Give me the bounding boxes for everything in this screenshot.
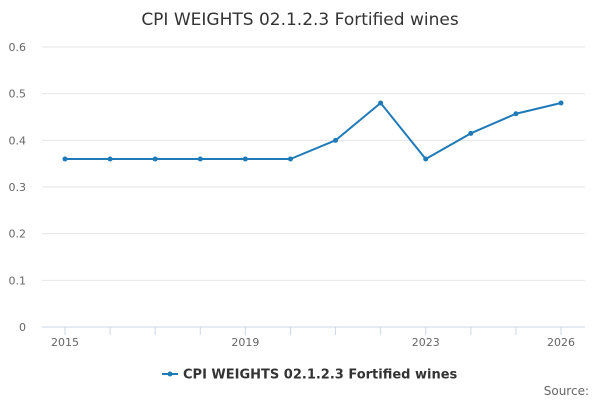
grid-lines — [42, 46, 585, 281]
y-tick-label: 0 — [19, 321, 26, 334]
x-tick-label: 2019 — [231, 336, 259, 349]
series-line — [64, 102, 562, 160]
data-point[interactable] — [197, 156, 203, 162]
data-point[interactable] — [468, 130, 474, 136]
y-tick-label: 0.5 — [9, 88, 27, 101]
legend[interactable]: CPI WEIGHTS 02.1.2.3 Fortified wines — [162, 368, 458, 383]
y-tick-label: 0.2 — [9, 228, 27, 241]
y-tick-label: 0.4 — [9, 134, 27, 147]
x-tick-label: 2015 — [51, 336, 79, 349]
data-point[interactable] — [423, 156, 429, 162]
x-tick-label: 2023 — [412, 336, 440, 349]
y-axis-labels: 0 0.1 0.2 0.3 0.4 0.5 0.6 — [9, 41, 27, 334]
data-point[interactable] — [242, 156, 248, 162]
series-layer — [62, 100, 564, 162]
x-axis-labels: 2015 2019 2023 2026 — [51, 336, 575, 349]
data-point[interactable] — [152, 156, 158, 162]
data-point[interactable] — [558, 100, 564, 106]
data-point[interactable] — [107, 156, 113, 162]
data-point[interactable] — [333, 137, 339, 143]
chart-title: CPI WEIGHTS 02.1.2.3 Fortified wines — [141, 10, 459, 30]
data-point[interactable] — [513, 111, 519, 117]
x-tick-label: 2026 — [547, 336, 575, 349]
data-point[interactable] — [378, 100, 384, 106]
legend-label: CPI WEIGHTS 02.1.2.3 Fortified wines — [183, 368, 458, 383]
legend-point-marker — [167, 371, 173, 377]
source-label: Source: — [544, 384, 589, 398]
x-axis-ticks — [64, 327, 562, 335]
y-tick-label: 0.6 — [9, 41, 27, 54]
data-point[interactable] — [62, 156, 68, 162]
y-tick-label: 0.3 — [9, 181, 27, 194]
y-tick-label: 0.1 — [9, 274, 27, 287]
data-point[interactable] — [287, 156, 293, 162]
